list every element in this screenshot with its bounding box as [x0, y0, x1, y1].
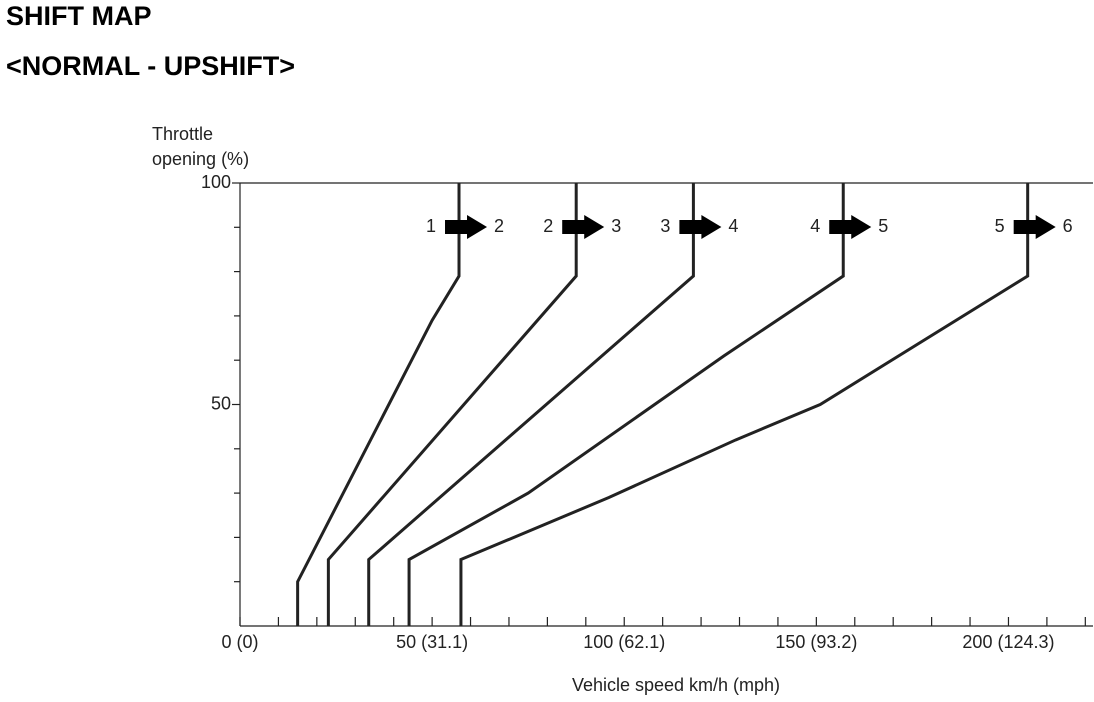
x-tick-label: 200 (124.3) [962, 632, 1054, 652]
y-axis-label: Throttle [152, 124, 213, 144]
shift-to-label: 6 [1063, 216, 1073, 236]
shift-line [296, 183, 461, 626]
x-axis-label: Vehicle speed km/h (mph) [572, 675, 780, 695]
shift-to-label: 4 [728, 216, 738, 236]
y-tick-label: 50 [211, 393, 231, 413]
shift-from-label: 1 [426, 216, 436, 236]
shift-from-label: 2 [543, 216, 553, 236]
shift-to-label: 5 [878, 216, 888, 236]
shift-line [326, 183, 578, 626]
shift-arrow [1013, 215, 1056, 239]
shift-line [407, 183, 845, 626]
shift-to-label: 2 [494, 216, 504, 236]
chart-subtitle: <NORMAL - UPSHIFT> [6, 51, 295, 81]
shift-arrow [679, 215, 722, 239]
chart-title: SHIFT MAP [6, 1, 152, 31]
shift-from-label: 4 [810, 216, 820, 236]
x-tick-label: 0 (0) [221, 632, 258, 652]
shift-arrow [829, 215, 872, 239]
x-tick-label: 150 (93.2) [775, 632, 857, 652]
shift-from-label: 3 [660, 216, 670, 236]
x-tick-label: 50 (31.1) [396, 632, 468, 652]
shift-from-label: 5 [995, 216, 1005, 236]
shift-line [367, 183, 695, 626]
y-tick-label: 100 [201, 172, 231, 192]
y-axis-label: opening (%) [152, 149, 249, 169]
x-tick-label: 100 (62.1) [583, 632, 665, 652]
shift-arrow [562, 215, 605, 239]
shift-to-label: 3 [611, 216, 621, 236]
shift-line [459, 183, 1030, 626]
shift-arrow [445, 215, 488, 239]
